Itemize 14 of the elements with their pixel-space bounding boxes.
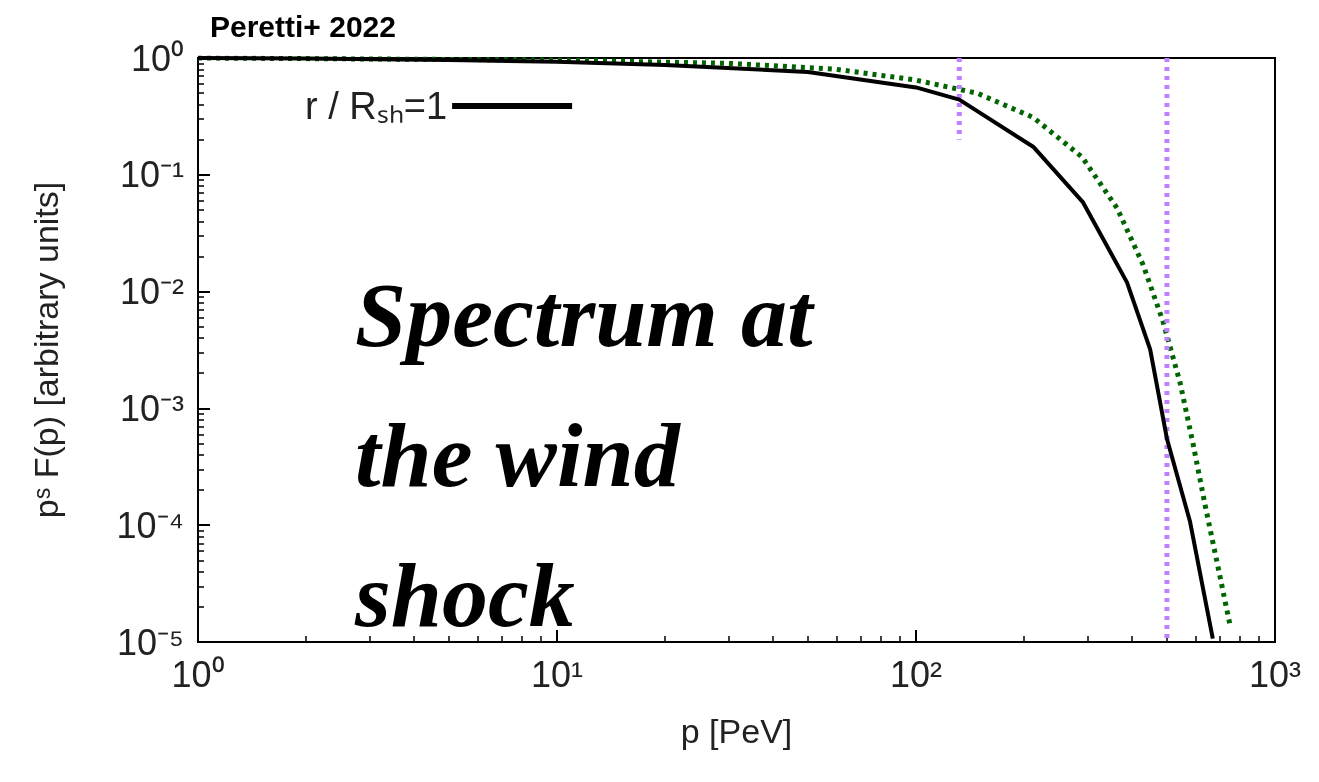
x-tick-label: 10³ xyxy=(1248,653,1302,695)
y-tick-label: 10⁻² xyxy=(119,271,185,313)
chart-title: Peretti+ 2022 xyxy=(210,9,396,43)
legend-label: r / Rₛₕ=1 xyxy=(304,85,448,127)
y-tick-label: 10⁻³ xyxy=(119,387,185,429)
y-tick-label: 10⁻⁴ xyxy=(116,504,184,546)
y-tick-label: 10⁰ xyxy=(130,37,184,79)
x-axis-title: p [PeV] xyxy=(680,712,793,750)
y-axis-title: pˢ F(p) [arbitrary units] xyxy=(27,181,65,519)
y-tick-label: 10⁻¹ xyxy=(119,154,185,196)
annotation: Spectrum at the wind shock xyxy=(354,264,836,646)
x-tick-label: 10¹ xyxy=(530,653,584,695)
x-tick-label: 10⁰ xyxy=(171,653,225,695)
x-tick-label: 10² xyxy=(889,653,943,695)
